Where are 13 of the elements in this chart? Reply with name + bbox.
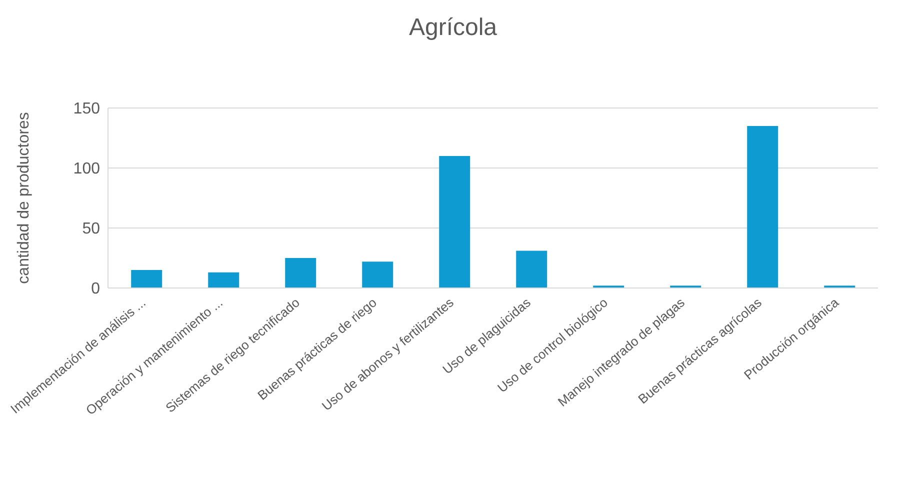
bar [516, 250, 548, 288]
y-tick-label: 0 [91, 280, 100, 298]
y-tick-label: 50 [82, 220, 100, 238]
bar [208, 272, 240, 288]
y-tick-label: 100 [73, 160, 100, 178]
chart-title: Agrícola [408, 13, 498, 43]
bar [439, 156, 470, 288]
bar [362, 262, 394, 288]
bar [747, 126, 778, 288]
bar [131, 270, 162, 288]
bar [285, 258, 316, 288]
y-axis-title: cantidad de productores [16, 112, 33, 284]
y-tick-label: 150 [73, 100, 100, 118]
